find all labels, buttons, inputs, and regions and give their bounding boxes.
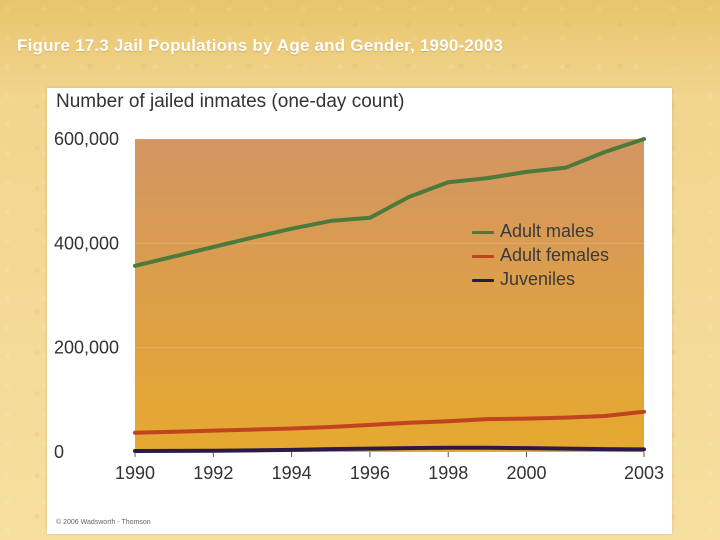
- x-tick-label: 1996: [350, 463, 390, 483]
- y-tick-label: 600,000: [54, 129, 119, 149]
- x-tick-label: 1990: [115, 463, 155, 483]
- data-point-juveniles: [564, 447, 567, 450]
- chart-title: Number of jailed inmates (one-day count): [56, 91, 405, 112]
- data-point-adult-males: [564, 166, 567, 169]
- data-point-adult-females: [251, 428, 254, 431]
- data-point-adult-females: [172, 430, 176, 433]
- data-point-adult-males: [172, 255, 176, 258]
- legend-swatch-juveniles: [472, 279, 494, 282]
- data-point-adult-females: [486, 417, 489, 421]
- data-point-adult-females: [368, 423, 372, 427]
- legend-item-adult-females: Adult females: [472, 245, 662, 269]
- x-tick-label: 2003: [624, 463, 664, 483]
- slide-title: Figure 17.3 Jail Populations by Age and …: [17, 36, 503, 55]
- data-point-juveniles: [525, 446, 528, 450]
- copyright-credit: © 2006 Wadsworth - Thomson: [56, 519, 151, 526]
- data-point-adult-females: [564, 416, 567, 419]
- x-tick-label: 1998: [428, 463, 468, 483]
- data-point-juveniles: [447, 446, 450, 450]
- data-point-adult-males: [212, 245, 215, 249]
- data-point-adult-males: [447, 181, 450, 184]
- data-point-adult-males: [525, 170, 528, 174]
- data-point-juveniles: [329, 447, 332, 451]
- data-point-adult-males: [407, 195, 411, 199]
- chart-legend: Adult males Adult females Juveniles: [472, 221, 662, 293]
- data-point-adult-males: [329, 219, 332, 223]
- y-tick-label: 0: [54, 442, 64, 462]
- data-point-adult-females: [525, 417, 528, 420]
- legend-label-adult-females: Adult females: [500, 245, 610, 265]
- y-tick-label: 400,000: [54, 233, 119, 253]
- series-line-adult-females: [133, 409, 646, 435]
- data-point-adult-females: [133, 431, 137, 434]
- line-chart: 0 200,000 400,000 600,000 1990 1992 1994 1996 1…: [54, 129, 664, 483]
- data-point-adult-males: [251, 236, 254, 239]
- data-point-juveniles: [603, 447, 607, 451]
- x-tick-label: 2000: [507, 463, 547, 483]
- data-point-adult-females: [407, 421, 411, 424]
- legend-label-juveniles: Juveniles: [500, 269, 576, 289]
- figure-panel: 0 200,000 400,000 600,000 1990 1992 1994 1996 1…: [47, 88, 672, 534]
- data-point-juveniles: [642, 448, 646, 451]
- data-point-adult-females: [329, 425, 332, 429]
- x-tick-label: 1994: [272, 463, 312, 483]
- legend-label-adult-males: Adult males: [500, 221, 595, 241]
- data-point-adult-females: [212, 429, 215, 432]
- series-line-adult-males: [133, 137, 646, 268]
- data-point-juveniles: [212, 449, 215, 452]
- data-point-juveniles: [407, 446, 411, 450]
- data-point-juveniles: [133, 449, 137, 453]
- data-point-adult-females: [290, 427, 293, 430]
- legend-item-juveniles: Juveniles: [472, 269, 662, 293]
- data-point-adult-females: [447, 420, 450, 423]
- data-point-juveniles: [172, 449, 176, 453]
- data-point-adult-males: [603, 150, 607, 154]
- data-point-juveniles: [251, 449, 254, 452]
- data-point-adult-males: [642, 137, 646, 141]
- data-point-adult-females: [642, 410, 646, 414]
- y-tick-label: 200,000: [54, 338, 119, 358]
- data-point-juveniles: [486, 446, 489, 450]
- data-point-juveniles: [368, 447, 372, 450]
- data-point-juveniles: [290, 448, 293, 452]
- data-point-adult-males: [133, 264, 137, 267]
- legend-swatch-adult-females: [472, 255, 494, 258]
- plot-area: [135, 139, 644, 452]
- data-point-adult-males: [486, 176, 489, 180]
- legend-swatch-adult-males: [472, 231, 494, 234]
- series-line-juveniles: [133, 445, 646, 453]
- data-point-adult-females: [603, 414, 607, 418]
- data-point-adult-males: [368, 216, 372, 219]
- x-tick-label: 1992: [193, 463, 233, 483]
- data-point-adult-males: [290, 227, 293, 230]
- legend-item-adult-males: Adult males: [472, 221, 662, 245]
